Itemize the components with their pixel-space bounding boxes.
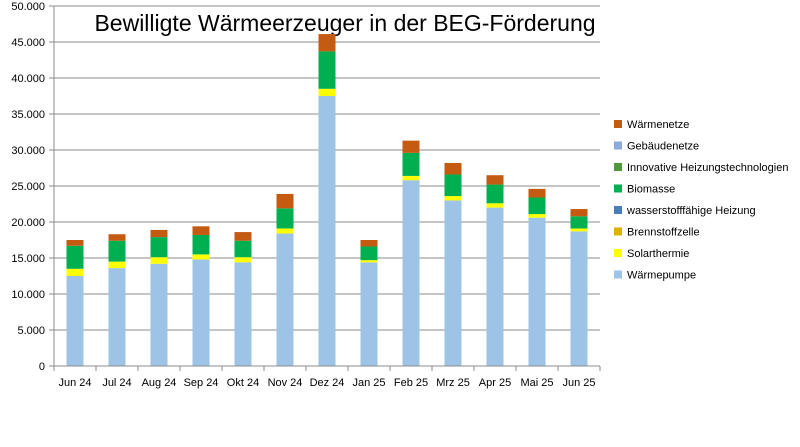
bar-segment bbox=[234, 257, 252, 263]
bar-segment bbox=[528, 197, 546, 215]
bars bbox=[66, 34, 588, 366]
legend: Wärmenetze Gebäudenetze Innovative Heizung… bbox=[614, 119, 788, 282]
bar-segment bbox=[192, 234, 210, 255]
bar-segment bbox=[360, 246, 378, 261]
y-tick-label: 35.000 bbox=[11, 109, 45, 121]
y-tick-label: 40.000 bbox=[11, 73, 45, 85]
bar-segment bbox=[318, 88, 336, 96]
legend-label: Brennstoffzelle bbox=[627, 227, 700, 239]
x-tick-label: Nov 24 bbox=[268, 377, 303, 389]
x-axis-ticks: Jun 24 Jul 24 Aug 24 Sep 24 Okt 24 Nov 24 Dez … bbox=[53, 366, 601, 389]
y-tick-label: 15.000 bbox=[11, 253, 45, 265]
bar-segment bbox=[318, 34, 336, 52]
bar-segment bbox=[192, 259, 210, 366]
bar-segment bbox=[276, 233, 294, 366]
legend-label: Innovative Heizungstechnologien bbox=[627, 162, 788, 174]
bar-segment bbox=[66, 245, 84, 269]
bar-segment bbox=[528, 214, 546, 218]
bar-segment bbox=[66, 276, 84, 366]
y-tick-label: 45.000 bbox=[11, 37, 45, 49]
bar-segment bbox=[108, 261, 126, 269]
x-tick-label: Aug 24 bbox=[142, 377, 177, 389]
bar-segment bbox=[528, 217, 546, 366]
x-tick-label: Feb 25 bbox=[394, 377, 428, 389]
legend-swatch bbox=[614, 270, 622, 279]
bar-segment bbox=[318, 51, 336, 89]
y-tick-label: 25.000 bbox=[11, 181, 45, 193]
bar-segment bbox=[108, 268, 126, 366]
bar-segment bbox=[192, 226, 210, 235]
bar-segment bbox=[486, 207, 504, 366]
bar-segment bbox=[570, 209, 588, 217]
bar-segment bbox=[192, 254, 210, 260]
x-tick-label: Apr 25 bbox=[479, 377, 511, 389]
bar-segment bbox=[318, 96, 336, 366]
legend-swatch bbox=[614, 184, 622, 193]
bar-segment bbox=[234, 262, 252, 366]
legend-swatch bbox=[614, 163, 622, 171]
y-tick-label: 10.000 bbox=[11, 289, 45, 301]
bar-segment bbox=[402, 180, 420, 366]
x-tick-label: Jun 25 bbox=[562, 377, 595, 389]
x-tick-label: Mrz 25 bbox=[436, 377, 470, 389]
legend-label: wasserstofffähige Heizung bbox=[626, 205, 756, 217]
bar-segment bbox=[276, 228, 294, 234]
y-tick-label: 50.000 bbox=[11, 1, 45, 13]
bar-segment bbox=[486, 203, 504, 208]
y-tick-label: 0 bbox=[39, 361, 45, 373]
legend-label: Gebäudenetze bbox=[627, 141, 699, 153]
legend-label: Wärmenetze bbox=[627, 119, 689, 131]
bar-segment bbox=[360, 260, 378, 263]
legend-swatch bbox=[614, 141, 622, 150]
bar-segment bbox=[402, 140, 420, 153]
x-tick-label: Sep 24 bbox=[184, 377, 219, 389]
legend-swatch bbox=[614, 206, 622, 214]
y-tick-label: 5.000 bbox=[17, 325, 45, 337]
bar-segment bbox=[570, 216, 588, 229]
legend-label: Biomasse bbox=[627, 184, 675, 196]
y-axis-ticks: 0 5.000 10.000 15.000 20.000 25.000 30.000 35.0… bbox=[11, 1, 54, 373]
y-tick-label: 20.000 bbox=[11, 217, 45, 229]
bar-segment bbox=[360, 240, 378, 247]
bar-segment bbox=[444, 162, 462, 175]
bar-segment bbox=[360, 262, 378, 366]
bar-segment bbox=[150, 263, 168, 366]
bar-segment bbox=[234, 232, 252, 241]
x-tick-label: Jul 24 bbox=[102, 377, 131, 389]
x-tick-label: Jun 24 bbox=[58, 377, 91, 389]
bar-segment bbox=[150, 257, 168, 264]
bar-segment bbox=[276, 193, 294, 209]
x-tick-label: Mai 25 bbox=[520, 377, 553, 389]
bar-segment bbox=[108, 234, 126, 241]
y-tick-label: 30.000 bbox=[11, 145, 45, 157]
bar-segment bbox=[528, 188, 546, 198]
bar-segment bbox=[150, 229, 168, 238]
bar-segment bbox=[402, 152, 420, 176]
bar-segment bbox=[486, 175, 504, 185]
bar-segment bbox=[108, 240, 126, 262]
legend-label: Solarthermie bbox=[627, 248, 689, 260]
bar-segment bbox=[150, 237, 168, 258]
bar-segment bbox=[570, 231, 588, 366]
x-tick-label: Dez 24 bbox=[310, 377, 345, 389]
legend-swatch bbox=[614, 120, 622, 128]
legend-swatch bbox=[614, 249, 622, 257]
chart-title: Bewilligte Wärmeerzeuger in der BEG-Förd… bbox=[94, 10, 595, 36]
x-tick-label: Okt 24 bbox=[227, 377, 259, 389]
bar-segment bbox=[444, 200, 462, 366]
legend-label: Wärmepumpe bbox=[627, 270, 696, 282]
bar-segment bbox=[66, 240, 84, 246]
x-tick-label: Jan 25 bbox=[352, 377, 385, 389]
bar-segment bbox=[444, 174, 462, 197]
bar-segment bbox=[444, 196, 462, 201]
bar-segment bbox=[66, 268, 84, 276]
bar-segment bbox=[402, 175, 420, 181]
bar-segment bbox=[234, 240, 252, 258]
legend-swatch bbox=[614, 227, 622, 236]
bar-segment bbox=[486, 184, 504, 204]
bar-segment bbox=[276, 208, 294, 229]
bar-segment bbox=[570, 228, 588, 232]
